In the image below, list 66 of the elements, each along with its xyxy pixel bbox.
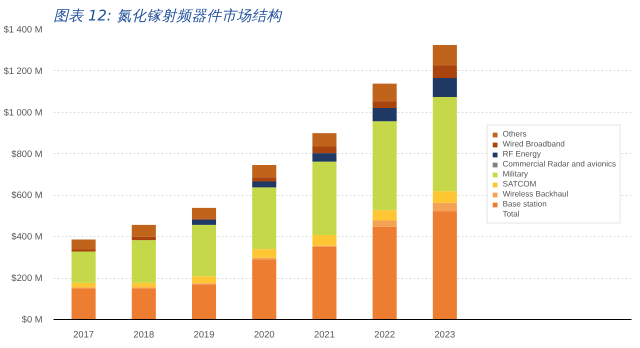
bar [372,84,397,102]
x-tick-label: 2022 [374,330,396,340]
bar [252,164,276,178]
x-tick-label: 2018 [133,330,154,340]
x-tick-label: 2019 [194,330,214,340]
bar [432,45,457,66]
bar [432,78,457,98]
bar [372,226,397,320]
bar [432,211,457,320]
x-tick-label: 2020 [254,330,275,340]
bar [192,220,216,225]
y-tick-label: $1 200 M [4,66,43,76]
bar [252,187,276,250]
y-tick-label: $200 M [11,273,43,284]
y-tick-label: $1 000 M [4,107,43,118]
legend-label: Commercial Radar and avionics [502,160,616,168]
bar [132,236,156,240]
bar [432,65,457,78]
bar [372,101,397,108]
bar [192,276,216,284]
y-tick-label: $800 M [11,148,43,159]
x-tick-label: 2021 [314,330,335,340]
y-tick-label: $1 400 M [4,24,43,34]
bar [192,224,216,276]
y-tick-label: $400 M [11,232,43,242]
y-tick-label: $0 M [22,314,43,324]
bar [132,224,156,237]
legend-label: Base station [502,200,547,208]
text: Total [502,210,521,218]
x-tick-label: 2017 [73,330,94,340]
legend-label: Others [502,130,527,138]
bar [312,146,336,154]
bar [432,202,457,212]
y-tick-label: $600 M [11,190,43,200]
bar [72,288,96,320]
bar [312,162,336,235]
bar [132,240,156,283]
bar [132,288,156,320]
legend-label: SATCOM [502,180,536,188]
bar [192,284,216,320]
bar [372,210,397,220]
bar [252,177,276,182]
bar [432,191,457,203]
bar [372,121,397,210]
bar [192,208,216,219]
bar [312,153,336,162]
legend-label: Military [502,170,528,178]
bar [372,108,397,122]
bar [72,249,96,252]
legend-label: Wireless Backhaul [502,190,568,198]
bar [372,220,397,227]
legend-label: RF Energy [502,150,541,158]
legend-label: Wired Broadband [502,140,565,148]
bar [72,282,96,288]
x-tick-label: 2023 [434,330,456,340]
bar [312,133,336,147]
chart-title: 图表 12: 氮化镓射频器件市场结构 [54,8,282,24]
bar [312,234,336,246]
bar [132,282,156,288]
bar [432,97,457,192]
bar [252,249,276,258]
bar [72,240,96,250]
bar [252,259,276,320]
bar [312,247,336,320]
bar [72,252,96,283]
bar [252,182,276,188]
